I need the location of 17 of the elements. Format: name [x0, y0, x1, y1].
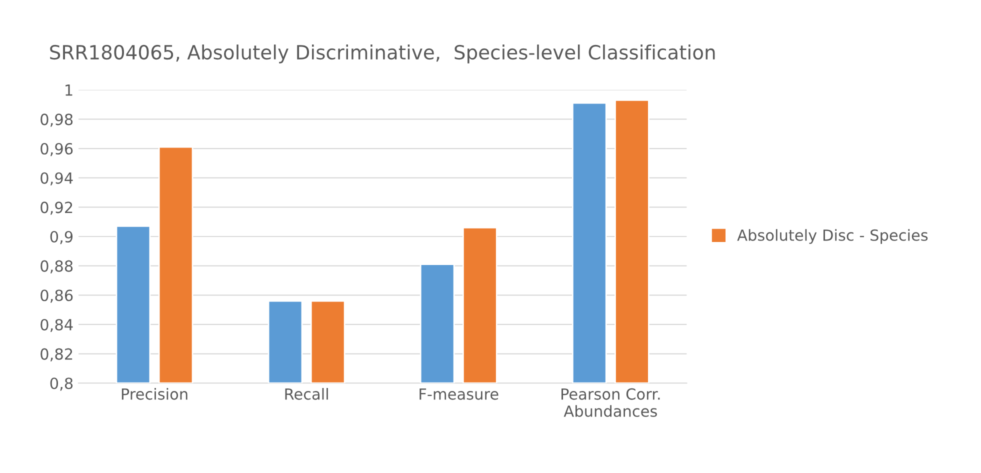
legend-label: Absolutely Disc - Species — [737, 229, 928, 244]
y-tick-label: 0,8 — [50, 378, 73, 391]
y-tick-label: 1 — [66, 84, 72, 96]
x-tick-label: Recall — [285, 388, 328, 400]
y-tick-label: 0,94 — [40, 172, 73, 186]
y-tick-label: 0,96 — [40, 142, 73, 156]
y-tick-label: 0,9 — [50, 230, 73, 244]
y-tick-label: 0,88 — [40, 260, 73, 274]
y-tick-label: 0,86 — [40, 290, 73, 303]
y-tick-label: 0,98 — [40, 114, 73, 127]
x-tick-label: Pearson Corr. Abundances — [562, 388, 660, 417]
y-tick-label: 0,82 — [40, 348, 72, 362]
y-tick-label: 0,84 — [40, 318, 73, 332]
x-tick-label: Precision — [122, 388, 188, 400]
y-tick-label: 0,92 — [40, 202, 72, 215]
x-tick-label: F-measure — [420, 388, 498, 400]
chart-title: SRR1804065, Absolutely Discriminative, Species-level Classification — [50, 44, 715, 64]
